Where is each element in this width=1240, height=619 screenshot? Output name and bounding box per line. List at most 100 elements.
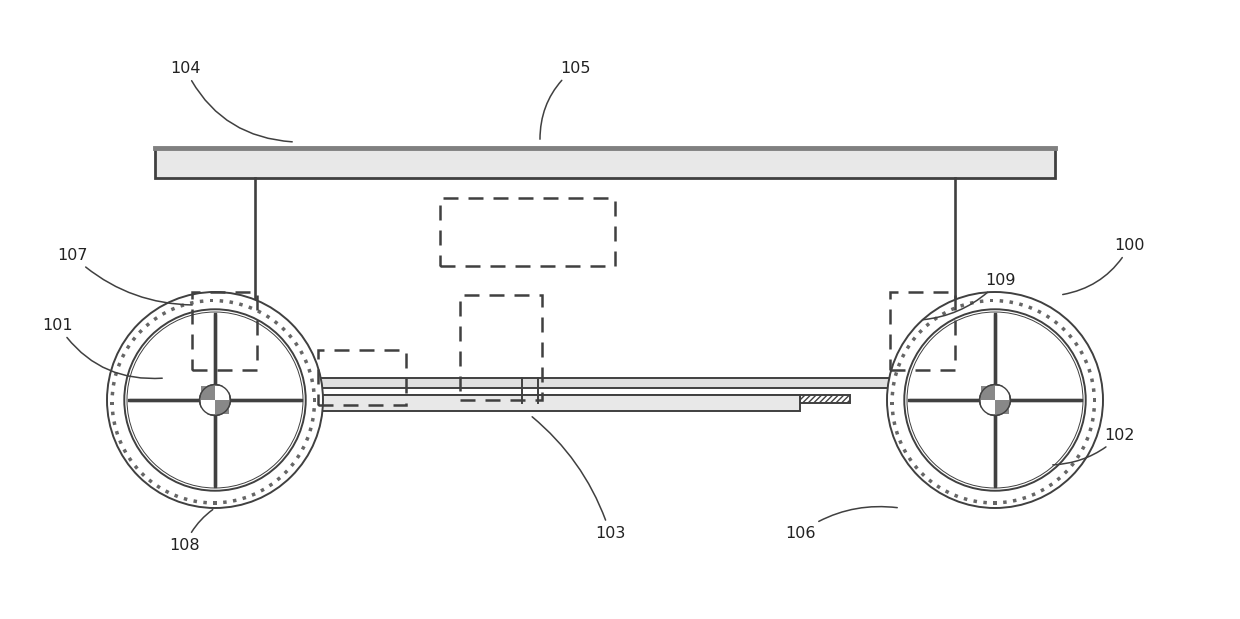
Bar: [110, 402, 114, 405]
Bar: [161, 311, 166, 316]
Bar: [184, 497, 187, 501]
Bar: [305, 436, 310, 441]
Bar: [125, 345, 130, 350]
Bar: [265, 314, 270, 319]
Bar: [145, 322, 150, 327]
Bar: [215, 386, 229, 400]
Bar: [213, 501, 217, 504]
Bar: [1064, 470, 1069, 475]
Text: 103: 103: [532, 417, 625, 540]
Circle shape: [107, 292, 322, 508]
Circle shape: [980, 384, 1011, 415]
Bar: [903, 449, 908, 453]
Bar: [223, 500, 227, 504]
Bar: [203, 501, 207, 504]
Bar: [131, 337, 136, 342]
Bar: [155, 378, 1055, 388]
Bar: [908, 457, 913, 462]
Bar: [284, 470, 289, 475]
Bar: [1032, 492, 1035, 497]
Bar: [190, 301, 193, 305]
Bar: [1056, 477, 1061, 481]
Bar: [180, 303, 185, 308]
Bar: [134, 465, 139, 470]
Bar: [1087, 368, 1091, 373]
Bar: [310, 378, 314, 383]
Bar: [312, 408, 316, 412]
Bar: [1068, 334, 1073, 339]
Polygon shape: [215, 314, 301, 400]
Polygon shape: [994, 314, 1081, 400]
Text: 107: 107: [57, 248, 192, 305]
Polygon shape: [129, 400, 215, 486]
Bar: [980, 300, 983, 303]
Bar: [201, 386, 215, 400]
Bar: [174, 493, 179, 498]
Polygon shape: [994, 400, 1081, 486]
Bar: [171, 307, 175, 311]
Bar: [981, 386, 994, 400]
Bar: [219, 299, 223, 303]
Bar: [1037, 310, 1042, 314]
Bar: [898, 439, 903, 444]
Bar: [115, 431, 119, 435]
Bar: [890, 402, 894, 405]
Bar: [990, 299, 993, 303]
Bar: [1003, 500, 1007, 504]
Bar: [1074, 342, 1079, 347]
Bar: [1040, 488, 1045, 493]
Bar: [973, 499, 977, 503]
Bar: [963, 497, 967, 501]
Bar: [914, 465, 919, 470]
Bar: [890, 412, 895, 415]
Bar: [277, 477, 281, 481]
Bar: [894, 372, 898, 376]
Bar: [918, 329, 923, 334]
Bar: [312, 398, 316, 402]
Bar: [941, 311, 946, 316]
Bar: [268, 482, 273, 487]
Bar: [257, 310, 262, 314]
Bar: [911, 337, 916, 342]
Bar: [201, 400, 215, 414]
Bar: [193, 499, 197, 503]
Bar: [117, 362, 122, 367]
Bar: [1045, 314, 1050, 319]
Bar: [1076, 454, 1081, 459]
Bar: [1084, 359, 1089, 364]
Bar: [239, 302, 243, 306]
Bar: [140, 472, 145, 477]
Bar: [110, 392, 114, 396]
Bar: [895, 431, 899, 435]
Text: 102: 102: [1053, 428, 1136, 465]
Text: 101: 101: [42, 318, 162, 378]
Bar: [1079, 350, 1084, 355]
Bar: [897, 362, 901, 367]
Bar: [200, 300, 203, 303]
Bar: [890, 292, 955, 370]
Bar: [114, 372, 118, 376]
Bar: [296, 454, 301, 459]
Text: 105: 105: [539, 61, 590, 139]
Bar: [233, 498, 237, 503]
Bar: [999, 299, 1003, 303]
Bar: [252, 492, 255, 497]
Bar: [983, 501, 987, 504]
Bar: [920, 472, 925, 477]
Bar: [308, 368, 311, 373]
Polygon shape: [215, 400, 301, 486]
Bar: [138, 329, 143, 334]
Bar: [155, 148, 1055, 178]
Bar: [1049, 482, 1053, 487]
Bar: [993, 501, 997, 504]
Bar: [905, 345, 910, 350]
Bar: [934, 316, 937, 321]
Circle shape: [904, 310, 1086, 491]
Bar: [294, 342, 299, 347]
Bar: [1061, 327, 1066, 332]
Bar: [112, 382, 115, 386]
Circle shape: [887, 292, 1104, 508]
Text: 106: 106: [785, 506, 898, 540]
Polygon shape: [129, 314, 215, 400]
Bar: [960, 303, 965, 308]
